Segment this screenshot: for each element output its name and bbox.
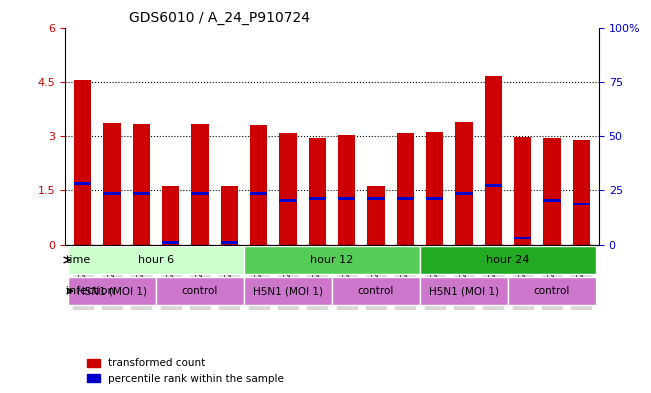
Text: infection: infection bbox=[66, 286, 115, 296]
Bar bbox=[133, 192, 150, 195]
Bar bbox=[221, 241, 238, 244]
Bar bbox=[191, 192, 209, 195]
Bar bbox=[367, 186, 385, 244]
Bar bbox=[514, 137, 531, 244]
Text: hour 24: hour 24 bbox=[486, 255, 530, 265]
Bar bbox=[74, 80, 92, 244]
Bar bbox=[104, 192, 121, 195]
Bar bbox=[133, 125, 150, 244]
Bar bbox=[191, 124, 209, 244]
Text: control: control bbox=[358, 286, 395, 296]
FancyBboxPatch shape bbox=[68, 246, 244, 274]
Bar bbox=[367, 197, 385, 200]
Bar bbox=[396, 133, 414, 244]
FancyBboxPatch shape bbox=[244, 277, 332, 305]
Text: H5N1 (MOI 1): H5N1 (MOI 1) bbox=[253, 286, 323, 296]
Text: H5N1 (MOI 1): H5N1 (MOI 1) bbox=[429, 286, 499, 296]
FancyBboxPatch shape bbox=[156, 277, 244, 305]
Text: hour 12: hour 12 bbox=[311, 255, 353, 265]
Bar bbox=[221, 186, 238, 244]
Bar bbox=[543, 199, 561, 202]
Text: H5N1 (MOI 1): H5N1 (MOI 1) bbox=[77, 286, 147, 296]
Bar bbox=[484, 76, 502, 244]
Bar bbox=[484, 184, 502, 187]
FancyBboxPatch shape bbox=[508, 277, 596, 305]
Bar bbox=[455, 192, 473, 195]
Bar bbox=[309, 197, 326, 200]
Bar bbox=[572, 140, 590, 244]
Bar bbox=[250, 192, 268, 195]
Bar bbox=[162, 241, 180, 244]
FancyBboxPatch shape bbox=[332, 277, 420, 305]
Bar bbox=[426, 132, 443, 244]
Bar bbox=[279, 133, 297, 244]
Bar bbox=[426, 197, 443, 200]
FancyBboxPatch shape bbox=[420, 246, 596, 274]
Bar bbox=[338, 135, 355, 244]
Bar bbox=[338, 197, 355, 200]
Text: control: control bbox=[534, 286, 570, 296]
FancyBboxPatch shape bbox=[68, 277, 156, 305]
Bar bbox=[543, 138, 561, 244]
Bar bbox=[279, 199, 297, 202]
Bar bbox=[572, 202, 590, 206]
Bar bbox=[309, 138, 326, 244]
Legend: transformed count, percentile rank within the sample: transformed count, percentile rank withi… bbox=[83, 354, 288, 388]
Bar bbox=[514, 237, 531, 239]
Bar bbox=[455, 122, 473, 244]
FancyBboxPatch shape bbox=[244, 246, 420, 274]
Text: GDS6010 / A_24_P910724: GDS6010 / A_24_P910724 bbox=[129, 11, 310, 25]
Bar bbox=[250, 125, 268, 244]
Bar bbox=[162, 186, 180, 244]
Text: time: time bbox=[66, 255, 91, 265]
Text: control: control bbox=[182, 286, 218, 296]
Bar bbox=[104, 123, 121, 244]
FancyBboxPatch shape bbox=[420, 277, 508, 305]
Bar bbox=[396, 197, 414, 200]
Text: hour 6: hour 6 bbox=[138, 255, 174, 265]
Bar bbox=[74, 182, 92, 185]
